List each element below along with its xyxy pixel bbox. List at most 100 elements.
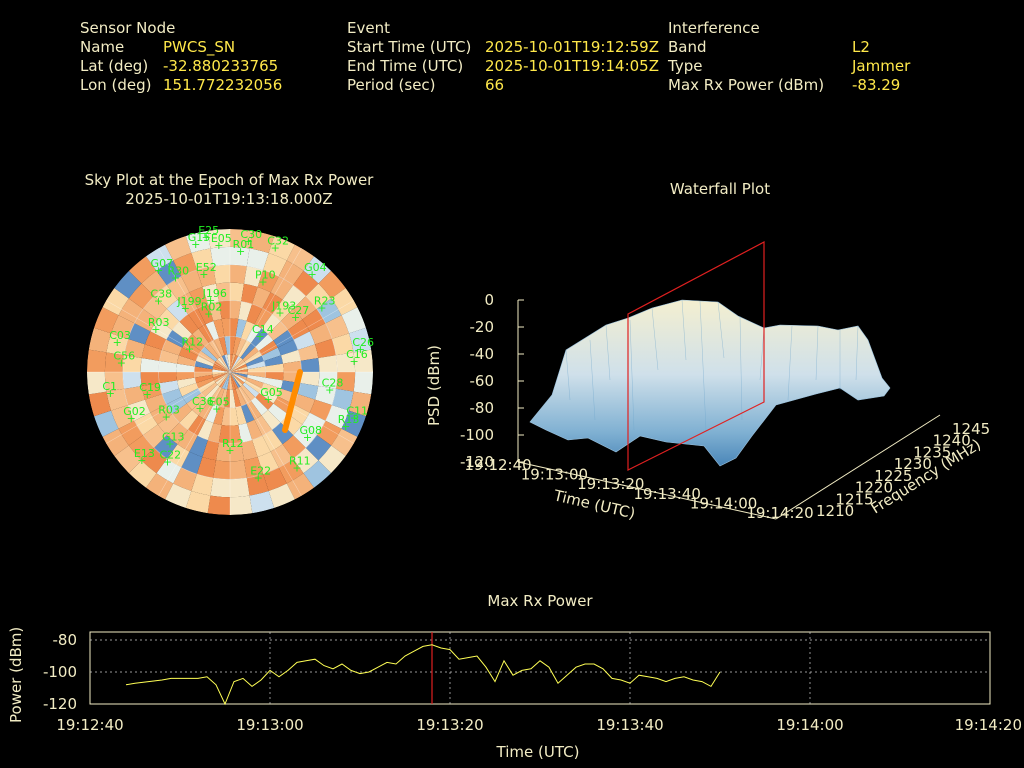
satellite-marker: +R23	[314, 295, 336, 315]
sky-cell	[194, 360, 213, 370]
satellite-label: R30	[168, 265, 190, 278]
sky-cell	[106, 333, 128, 356]
maxpower-chart: -80-100-120 19:12:40 19:13:00 19:13:20 19:1…	[7, 627, 1022, 761]
event-heading: Event	[347, 19, 390, 37]
sky-cell	[265, 363, 284, 372]
sky-cell	[195, 377, 215, 389]
satellite-marker: +C22	[159, 448, 181, 468]
sky-cell	[150, 404, 173, 425]
satellite-marker: +R03	[148, 316, 170, 336]
sky-cell	[254, 415, 273, 436]
sky-cell	[243, 457, 264, 478]
sky-cell	[267, 321, 288, 341]
time-tick-label: 19:14:20	[746, 504, 813, 522]
svg-text:+: +	[356, 343, 365, 356]
svg-text:+: +	[244, 235, 253, 248]
svg-text:+: +	[165, 438, 174, 451]
sky-cell	[316, 420, 342, 446]
sky-cell	[235, 319, 247, 338]
psd-tick-label: -100	[460, 426, 494, 444]
interference-power-label: Max Rx Power (dBm)	[668, 76, 825, 94]
sky-cell	[165, 483, 192, 509]
interference-heading: Interference	[668, 19, 760, 37]
svg-text:+: +	[254, 471, 263, 484]
interference-type-label: Type	[668, 57, 703, 75]
sky-cell	[242, 346, 259, 362]
sky-cell	[300, 358, 320, 372]
satellite-label: C30	[240, 228, 262, 241]
maxpower-y-tick-label: -80	[53, 631, 78, 649]
sky-cell	[302, 412, 326, 436]
sky-azimuth-spoke	[106, 300, 231, 373]
sky-cell	[141, 383, 162, 400]
sky-cell	[215, 359, 230, 372]
sky-cell	[230, 442, 244, 462]
sky-cell	[187, 415, 206, 436]
sky-cell	[124, 385, 145, 406]
sky-cell	[241, 283, 258, 304]
sky-cell	[261, 347, 282, 361]
sky-cell	[305, 283, 332, 309]
sky-cell	[230, 229, 253, 249]
svg-text:+: +	[236, 245, 245, 258]
svg-text:+: +	[214, 239, 223, 252]
sky-cell	[218, 300, 230, 320]
psd-tick-label: -60	[470, 372, 495, 390]
sky-cell	[189, 435, 208, 458]
sky-cell	[212, 363, 230, 372]
sky-cell	[218, 336, 228, 355]
sky-cell	[214, 372, 230, 383]
sky-cell	[194, 366, 213, 372]
sky-cell	[316, 298, 342, 324]
svg-text:+: +	[255, 330, 264, 343]
satellite-marker: +R12	[182, 336, 204, 356]
sky-cell	[207, 229, 230, 249]
sky-cell	[128, 256, 157, 284]
freq-tick-label: 1220	[855, 479, 893, 497]
sky-cell	[261, 314, 281, 335]
sky-cell	[156, 458, 182, 484]
sky-cell	[245, 377, 265, 389]
sky-cell	[144, 331, 167, 350]
sky-cell	[173, 467, 197, 492]
sky-cell	[230, 477, 250, 498]
skyplot-title: Sky Plot at the Epoch of Max Rx Power	[84, 171, 374, 189]
sky-cell	[185, 491, 211, 514]
sky-azimuth-spoke	[158, 371, 231, 496]
satellite-label: G07	[151, 257, 174, 270]
sky-cell	[208, 386, 222, 404]
satellite-label: G05	[260, 386, 283, 399]
satellite-marker: +E22	[250, 464, 271, 484]
sky-cell	[212, 369, 230, 372]
satellite-label: R12	[182, 336, 204, 349]
psd-axis-label: PSD (dBm)	[425, 345, 443, 426]
sky-cell	[254, 308, 273, 329]
sky-cell	[230, 372, 243, 387]
maxpower-y-ticks: -80 -100 -120	[43, 631, 77, 713]
sky-cell	[230, 389, 236, 408]
svg-text:+: +	[106, 387, 115, 400]
sky-cell	[278, 458, 304, 484]
maxpower-x-tick-label: 19:13:00	[236, 716, 303, 734]
sky-cell	[207, 495, 230, 515]
sky-cell	[161, 388, 183, 405]
time-tick-label: 19:13:20	[577, 475, 644, 493]
max-power-epoch-plane	[627, 241, 765, 471]
satellite-marker: +C11	[346, 404, 368, 424]
satellite-marker: +R02	[201, 300, 223, 320]
sky-cell	[104, 372, 125, 392]
satellite-marker: +G08	[300, 424, 323, 444]
satellite-marker: +C19	[139, 381, 161, 401]
satellite-marker: +J193	[271, 299, 296, 319]
sky-cell	[110, 315, 135, 339]
sky-grid	[87, 229, 373, 515]
sky-cell	[341, 307, 367, 334]
sky-cell	[127, 399, 151, 421]
sky-cell	[246, 248, 269, 270]
satellite-marker: +C30	[240, 228, 262, 248]
sky-cell	[186, 334, 205, 351]
time-tick-label: 19:13:00	[521, 466, 588, 484]
svg-text:+: +	[181, 302, 190, 315]
svg-text:+: +	[113, 336, 122, 349]
sky-cell	[353, 349, 373, 372]
